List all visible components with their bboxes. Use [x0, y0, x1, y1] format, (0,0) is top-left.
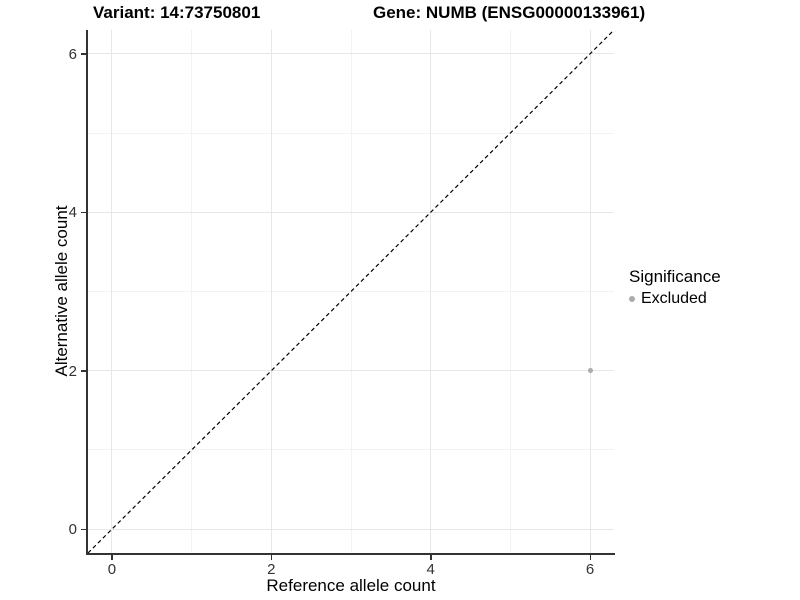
- x-axis-tick-mark: [270, 555, 273, 560]
- y-axis-tick-label: 6: [68, 45, 77, 63]
- legend: Significance Excluded: [629, 268, 721, 308]
- x-axis-tick-mark: [111, 555, 113, 560]
- x-axis-title: Reference allele count: [266, 576, 436, 595]
- gridline-major-horizontal: [88, 528, 614, 530]
- gridline-major-vertical: [270, 30, 272, 553]
- y-axis-tick-label: 4: [68, 204, 77, 222]
- x-axis-tick-label: 6: [585, 561, 595, 578]
- plot-title-gene: Gene: NUMB (ENSG00000133961): [373, 3, 646, 22]
- gridline-major-vertical: [589, 30, 591, 553]
- identity-dashed-line: [87, 29, 615, 554]
- gridline-major-horizontal: [88, 370, 614, 372]
- x-axis-tick-label: 2: [267, 561, 276, 578]
- x-axis-tick-label: 4: [426, 561, 435, 578]
- y-axis-tick-label: 2: [68, 362, 77, 380]
- legend-point-icon: [629, 296, 635, 302]
- x-axis-tick-mark: [589, 555, 592, 560]
- plot-panel: [87, 29, 615, 554]
- x-axis-tick-mark: [430, 555, 432, 560]
- legend-title: Significance: [629, 267, 721, 286]
- legend-item-excluded: Excluded: [629, 290, 721, 308]
- gridline-major-vertical: [430, 30, 432, 553]
- y-axis-line: [86, 30, 88, 555]
- gridline-major-horizontal: [88, 211, 614, 213]
- x-axis-tick-label: 0: [107, 561, 117, 578]
- legend-item-label: Excluded: [641, 290, 707, 307]
- y-axis-tick-mark: [81, 528, 86, 531]
- plot-title-variant: Variant: 14:73750801: [93, 3, 261, 22]
- gridline-minor-horizontal: [88, 449, 614, 451]
- y-axis-tick-mark: [81, 53, 86, 55]
- y-axis-tick-mark: [81, 370, 86, 372]
- data-point: [587, 368, 593, 374]
- gridline-major-horizontal: [88, 53, 614, 55]
- y-axis-tick-label: 0: [68, 521, 77, 539]
- gridline-minor-horizontal: [88, 291, 614, 292]
- gridline-major-vertical: [111, 30, 113, 553]
- x-axis-line: [86, 553, 615, 555]
- y-axis-tick-mark: [81, 211, 86, 214]
- gridline-minor-horizontal: [88, 132, 614, 134]
- y-axis-title: Alternative allele count: [52, 205, 71, 377]
